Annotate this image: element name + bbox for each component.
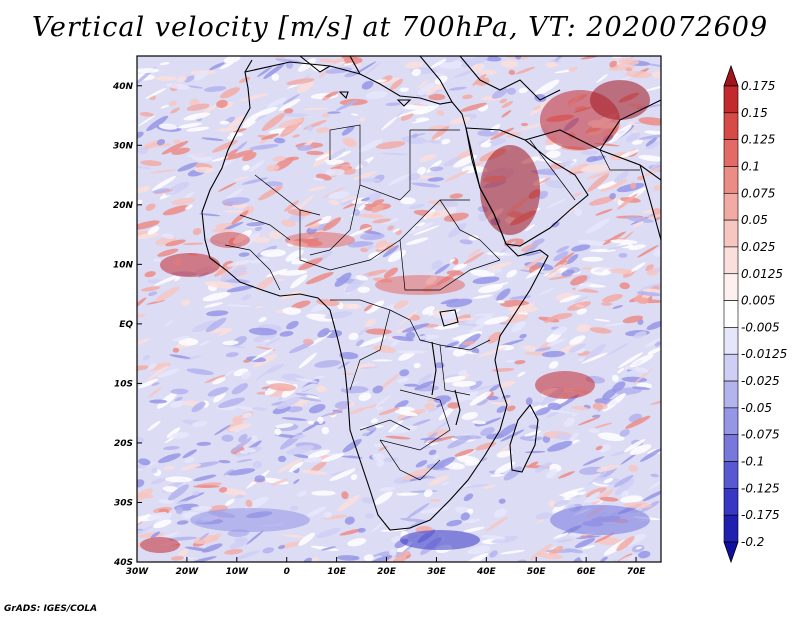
y-tick-label: 30N: [113, 141, 134, 151]
map-title: Vertical velocity [m/s] at 700hPa, VT: 2…: [31, 12, 769, 43]
colorbar-bottom-triangle: [723, 541, 739, 564]
x-tick-label: 30W: [126, 567, 150, 577]
x-tick-label: 40E: [476, 567, 497, 577]
y-tick-label: 40S: [113, 558, 133, 568]
colorbar-label: 0.1: [741, 159, 760, 173]
india-coastline: [639, 164, 661, 241]
colorbar-segment: [723, 273, 739, 301]
y-tick-label: 10N: [113, 260, 134, 270]
y-tick-label: 20N: [113, 201, 134, 211]
colorbar-label: 0.025: [741, 240, 775, 254]
x-axis-ticks: 30W 20W 10W 0 10E 20E 30E 40E 50E 60E 70E: [126, 557, 646, 577]
colorbar-segment: [723, 246, 739, 275]
colorbar-segment: [723, 353, 739, 382]
x-tick-label: 0: [284, 567, 290, 577]
lake-malawi: [454, 389, 461, 426]
africa-coastline: [201, 61, 549, 531]
colorbar-label: -0.05: [741, 401, 772, 415]
velocity-field: [137, 56, 661, 562]
europe-coastline: [244, 56, 561, 103]
lake-victoria: [439, 309, 459, 327]
x-tick-label: 20E: [377, 567, 397, 577]
med-islands: [338, 91, 412, 107]
colorbar-top-triangle: [723, 64, 739, 87]
colorbar-segment: [723, 219, 739, 248]
colorbar-label: -0.025: [741, 374, 780, 388]
colorbar-label: -0.005: [741, 320, 780, 334]
colorbar-label: 0.005: [741, 294, 775, 308]
colorbar-segment: [723, 300, 739, 328]
colorbar-label: -0.2: [741, 535, 764, 549]
colorbar-segment: [723, 488, 739, 516]
colorbar-label: -0.175: [741, 508, 780, 522]
coastlines: [201, 56, 661, 531]
colorbar-segment: [723, 407, 739, 436]
colorbar-segment: [723, 139, 739, 167]
y-axis-ticks: 40N 30N 20N 10N EQ 10S 20S 30S 40S: [112, 82, 142, 568]
x-tick-label: 10E: [327, 567, 347, 577]
colorbar-label: 0.075: [741, 186, 775, 200]
x-tick-label: 20W: [176, 567, 200, 577]
colorbar-segment: [723, 434, 739, 462]
colorbar-label: 0.125: [741, 133, 775, 147]
x-tick-label: 60E: [577, 567, 597, 577]
map-frame: [136, 55, 662, 563]
colorbar-label: -0.075: [741, 428, 780, 442]
y-tick-label: EQ: [119, 320, 133, 330]
colorbar-label: -0.125: [741, 481, 780, 495]
colorbar-segment: [723, 514, 739, 543]
x-tick-label: 30E: [427, 567, 447, 577]
grads-credit: GrADS: IGES/COLA: [4, 604, 98, 614]
y-tick-label: 10S: [114, 379, 133, 389]
colorbar-segment: [723, 112, 739, 140]
x-tick-label: 50E: [527, 567, 547, 577]
y-tick-label: 30S: [114, 498, 133, 508]
madagascar-coastline: [509, 404, 539, 473]
colorbar-label: 0.0125: [741, 267, 783, 281]
country-borders: [224, 124, 640, 481]
colorbar-segment: [723, 166, 739, 194]
colorbar-segment: [723, 380, 739, 409]
lake-tanganyika: [431, 341, 437, 396]
colorbar-label: -0.0125: [741, 347, 787, 361]
x-tick-label: 70E: [627, 567, 647, 577]
colorbar-segment: [723, 327, 739, 355]
colorbar-segment: [723, 192, 739, 221]
colorbar-label: 0.15: [741, 106, 768, 120]
colorbar-label: 0.05: [741, 213, 768, 227]
y-tick-label: 20S: [114, 439, 133, 449]
colorbar-segment: [723, 461, 739, 489]
colorbar-segment: [723, 85, 739, 114]
colorbar-label: 0.175: [741, 79, 775, 93]
y-tick-label: 40N: [112, 82, 134, 92]
colorbar-label: -0.1: [741, 455, 764, 469]
x-tick-label: 10W: [226, 567, 250, 577]
